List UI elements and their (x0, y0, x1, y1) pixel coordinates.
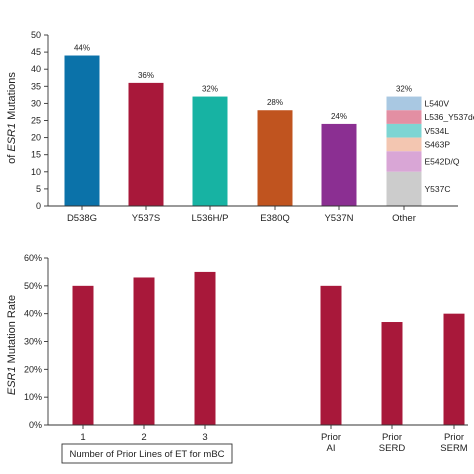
y-tick-label: 35 (31, 81, 41, 91)
x-tick-label-d538g: D538G (67, 213, 97, 224)
bar-y537s (128, 82, 164, 206)
chart1-y-axis-label: of ESR1 Mutations (6, 72, 18, 164)
x-tick-label-prior-ai: AI (327, 443, 336, 454)
y-label-part: ESR1 (6, 366, 18, 395)
y-tick-label: 25 (31, 116, 41, 126)
x-tick-label-e380q: E380Q (260, 213, 290, 224)
y-tick-label: 20% (24, 364, 42, 374)
y-label-part: Mutations (6, 72, 18, 123)
x-tick-label-l536h-p: L536H/P (192, 213, 229, 224)
esr1-mutation-rate-chart: 0%10%20%30%40%50%60% 1 2 3 PriorAIPriorSERD… (6, 253, 468, 464)
bar-e380q (257, 110, 293, 206)
y-label-part: of (6, 152, 18, 164)
group-label-box (61, 443, 233, 464)
esr1-mutation-type-chart: 0 5 10 15 20 25 30 35 40 45 50 D538G 44% Y537S 36% L53… (6, 30, 474, 224)
x-tick-label-2: 2 (141, 432, 146, 443)
legend-l536-y537del: L536_Y537del (425, 112, 474, 122)
x-tick-label-prior-ai: Prior (321, 432, 341, 443)
y-tick-label: 30% (24, 337, 42, 347)
data-label-y537n: 24% (331, 112, 347, 121)
y-tick-label: 0 (36, 201, 41, 211)
chart2-axes (47, 258, 468, 429)
group-label: Number of Prior Lines of ET for mBC (69, 449, 224, 460)
other-segment-s463p (386, 137, 422, 152)
x-tick-label-prior-serm: Prior (444, 432, 464, 443)
y-tick-label: 40% (24, 309, 42, 319)
bar-1 (72, 285, 94, 425)
x-tick-label-prior-serd: SERD (379, 443, 406, 454)
x-tick-label-y537n: Y537N (324, 213, 353, 224)
data-label-d538g: 44% (74, 44, 90, 53)
bar-y537n (321, 123, 357, 206)
legend-s463p: S463P (425, 139, 451, 149)
other-segment-e542d-q (386, 151, 422, 172)
data-label-other: 32% (396, 85, 412, 94)
chart1-y-ticks: 0 5 10 15 20 25 30 35 40 45 50 (31, 30, 48, 211)
legend-e542d-q: E542D/Q (425, 157, 460, 167)
y-label-part: ESR1 (6, 123, 18, 152)
bar-l536h-p (192, 96, 228, 206)
chart1-bars: D538G 44% Y537S 36% L536H/P 32% E380Q 28% Y537N 2… (64, 44, 416, 224)
y-tick-label: 50 (31, 30, 41, 40)
x-tick-label-other: Other (392, 213, 416, 224)
data-label-y537s: 36% (138, 71, 154, 80)
y-tick-label: 20 (31, 133, 41, 143)
legend-l540v: L540V (425, 98, 450, 108)
y-tick-label: 60% (24, 253, 42, 263)
bar-d538g (64, 55, 100, 206)
y-label-part: Mutation Rate (6, 295, 18, 367)
y-tick-label: 10% (24, 392, 42, 402)
y-tick-label: 10 (31, 167, 41, 177)
chart2-y-ticks: 0% 10% 20% 30% 40% 50% 60% (24, 253, 48, 430)
data-label-e380q: 28% (267, 98, 283, 107)
x-tick-label-prior-serm: SERM (440, 443, 468, 454)
legend-y537c: Y537C (425, 184, 451, 194)
other-segment-l536-y537del (386, 110, 422, 124)
bar-prior-serd (381, 322, 403, 425)
x-tick-label-3: 3 (202, 432, 207, 443)
bar-prior-ai (320, 285, 342, 425)
x-tick-label-prior-serd: Prior (382, 432, 402, 443)
bar-prior-serm (443, 313, 465, 425)
x-tick-label-y537s: Y537S (132, 213, 161, 224)
y-tick-label: 15 (31, 150, 41, 160)
chart2-y-axis-label: ESR1 Mutation Rate (6, 295, 18, 395)
other-segment-v534l (386, 123, 422, 138)
legend-v534l: V534L (425, 126, 450, 136)
x-tick-label-1: 1 (80, 432, 85, 443)
chart1-other-stacked-bar: L540V L536_Y537del V534L S463P E542D/Q Y537C (386, 96, 474, 206)
other-segment-y537c (386, 171, 422, 206)
bar-3 (194, 271, 216, 425)
chart1-axes (47, 35, 458, 210)
y-tick-label: 5 (36, 184, 41, 194)
y-tick-label: 45 (31, 47, 41, 57)
y-tick-label: 50% (24, 281, 42, 291)
y-tick-label: 0% (29, 420, 42, 430)
y-tick-label: 30 (31, 98, 41, 108)
data-label-l536h-p: 32% (202, 85, 218, 94)
other-segment-l540v (386, 96, 422, 111)
y-tick-label: 40 (31, 64, 41, 74)
bar-2 (133, 277, 155, 425)
